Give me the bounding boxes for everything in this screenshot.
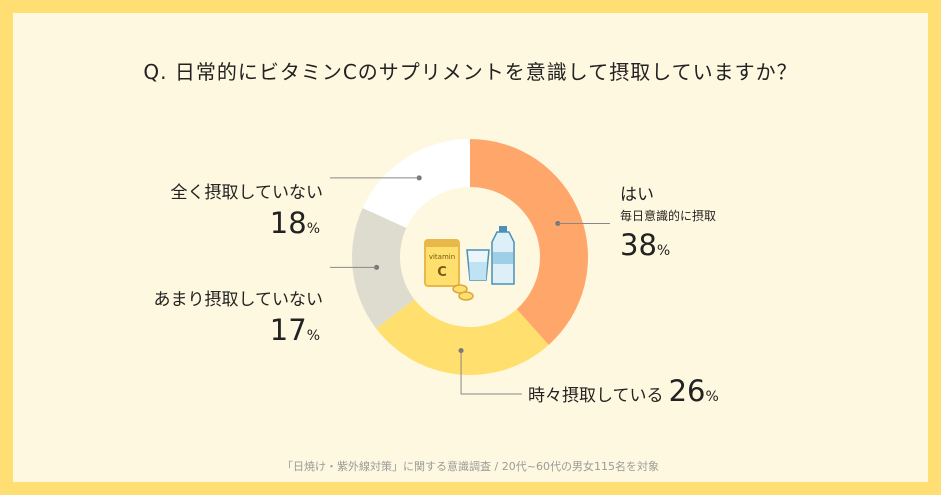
slice-rarely (352, 207, 415, 329)
vitamin-box-icon: vitamin C (424, 239, 460, 287)
vitamin-illustration: vitamin C (424, 226, 515, 301)
unit-never: % (306, 221, 320, 237)
label-sometimes: 時々摂取している 26% (528, 374, 719, 408)
slice-yes (470, 139, 589, 345)
value-sometimes: 26 (668, 374, 706, 408)
survey-card (13, 13, 928, 482)
value-yes: 38 (620, 228, 657, 262)
value-never: 18 (269, 206, 307, 240)
label-rarely-name: あまり摂取していない (153, 290, 324, 310)
footnote: 「日焼け・紫外線対策」に関する意識調査 / 20代~60代の男女115名を対象 (282, 460, 659, 473)
label-never-name: 全く摂取していない (170, 183, 324, 203)
slice-never (362, 139, 470, 228)
water-bottle-icon (491, 226, 515, 285)
label-never-pct: 18% (270, 206, 320, 240)
leader-line-sometimes (460, 350, 522, 395)
unit-rarely: % (306, 328, 320, 344)
vitamin-c-label: C (437, 265, 447, 280)
label-yes-pct: 38% (620, 228, 670, 262)
label-yes-name: はい (620, 185, 654, 205)
question-title: Q. 日常的にビタミンCのサプリメントを意識して摂取していますか？ (143, 60, 798, 84)
label-sometimes-name: 時々摂取している (528, 386, 664, 406)
unit-yes: % (656, 243, 671, 259)
unit-sometimes: % (705, 389, 719, 405)
value-rarely: 17 (269, 313, 307, 347)
label-rarely-pct: 17% (270, 313, 320, 347)
glass-icon (466, 249, 490, 281)
label-yes-sub: 毎日意識的に摂取 (620, 209, 717, 223)
slice-sometimes (376, 299, 549, 376)
vitamin-label: vitamin (429, 253, 455, 261)
tablets-icon (452, 284, 474, 301)
